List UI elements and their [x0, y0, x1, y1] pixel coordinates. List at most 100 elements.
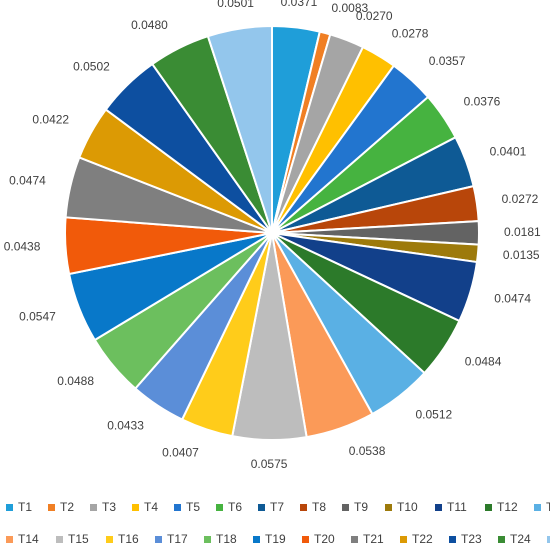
- legend-item-t6: T6: [216, 500, 242, 514]
- legend-label-t6: T6: [228, 500, 242, 514]
- legend-item-t9: T9: [342, 500, 368, 514]
- data-label-t3: 0.0270: [356, 9, 393, 23]
- data-label-t4: 0.0278: [392, 26, 429, 40]
- data-label-t16: 0.0407: [162, 445, 199, 459]
- legend-label-t24: T24: [510, 532, 531, 546]
- legend-item-t18: T18: [204, 532, 237, 546]
- legend-swatch-t4: [132, 504, 139, 511]
- legend-swatch-t25: [547, 536, 550, 543]
- data-label-t21: 0.0474: [9, 173, 46, 187]
- data-label-t15: 0.0575: [251, 457, 288, 471]
- legend-item-t23: T23: [449, 532, 482, 546]
- legend-swatch-t3: [90, 504, 97, 511]
- data-label-t24: 0.0480: [131, 18, 168, 32]
- legend-swatch-t22: [400, 536, 407, 543]
- legend-item-t5: T5: [174, 500, 200, 514]
- data-label-t6: 0.0376: [464, 94, 501, 108]
- legend-label-t9: T9: [354, 500, 368, 514]
- legend-label-t20: T20: [314, 532, 335, 546]
- legend-label-t5: T5: [186, 500, 200, 514]
- pie-slice-t25: [206, 24, 273, 234]
- legend-label-t19: T19: [265, 532, 286, 546]
- legend-item-t13: T13: [534, 500, 550, 514]
- data-label-t18: 0.0488: [57, 374, 94, 388]
- legend-swatch-t21: [351, 536, 358, 543]
- legend: T1 T2 T3 T4 T5 T6 T7 T8 T9 T10 T11 T12 T13 T14 T15 T16 T…: [6, 500, 550, 546]
- legend-item-t16: T16: [106, 532, 139, 546]
- legend-label-t1: T1: [18, 500, 32, 514]
- legend-swatch-t9: [342, 504, 349, 511]
- legend-swatch-t5: [174, 504, 181, 511]
- legend-item-t1: T1: [6, 500, 32, 514]
- legend-label-t18: T18: [216, 532, 237, 546]
- legend-item-t15: T15: [56, 532, 89, 546]
- legend-swatch-t13: [534, 504, 541, 511]
- legend-label-t14: T14: [18, 532, 39, 546]
- legend-swatch-t1: [6, 504, 13, 511]
- legend-label-t21: T21: [363, 532, 384, 546]
- legend-swatch-t2: [48, 504, 55, 511]
- legend-label-t8: T8: [312, 500, 326, 514]
- legend-label-t16: T16: [118, 532, 139, 546]
- data-label-t20: 0.0438: [4, 239, 41, 253]
- legend-item-t4: T4: [132, 500, 158, 514]
- data-label-t7: 0.0401: [490, 145, 527, 159]
- legend-label-t13: T13: [546, 500, 550, 514]
- legend-item-t8: T8: [300, 500, 326, 514]
- legend-item-t2: T2: [48, 500, 74, 514]
- data-label-t22: 0.0422: [32, 113, 69, 127]
- legend-swatch-t12: [485, 504, 492, 511]
- legend-swatch-t17: [155, 536, 162, 543]
- legend-label-t10: T10: [397, 500, 418, 514]
- data-label-t12: 0.0484: [465, 354, 502, 368]
- legend-swatch-t16: [106, 536, 113, 543]
- data-label-t8: 0.0272: [502, 192, 539, 206]
- legend-swatch-t14: [6, 536, 13, 543]
- legend-item-t3: T3: [90, 500, 116, 514]
- legend-swatch-t20: [302, 536, 309, 543]
- legend-item-t20: T20: [302, 532, 335, 546]
- legend-swatch-t15: [56, 536, 63, 543]
- legend-item-t11: T11: [435, 500, 467, 514]
- legend-label-t15: T15: [68, 532, 89, 546]
- data-label-t19: 0.0547: [19, 309, 56, 323]
- data-label-t17: 0.0433: [107, 419, 144, 433]
- data-label-t5: 0.0357: [429, 54, 466, 68]
- legend-label-t4: T4: [144, 500, 158, 514]
- legend-item-t7: T7: [258, 500, 284, 514]
- legend-swatch-t18: [204, 536, 211, 543]
- data-label-t14: 0.0538: [349, 444, 386, 458]
- data-label-t10: 0.0135: [503, 248, 540, 262]
- legend-item-t17: T17: [155, 532, 188, 546]
- legend-item-t22: T22: [400, 532, 433, 546]
- legend-item-t25: T25: [547, 536, 550, 543]
- legend-swatch-t8: [300, 504, 307, 511]
- legend-label-t3: T3: [102, 500, 116, 514]
- legend-swatch-t7: [258, 504, 265, 511]
- data-label-t13: 0.0512: [416, 407, 453, 421]
- data-label-t2: 0.0083: [332, 1, 369, 15]
- legend-swatch-t24: [498, 536, 505, 543]
- legend-swatch-t6: [216, 504, 223, 511]
- legend-label-t22: T22: [412, 532, 433, 546]
- legend-label-t12: T12: [497, 500, 518, 514]
- legend-item-t14: T14: [6, 532, 39, 546]
- legend-item-t19: T19: [253, 532, 286, 546]
- legend-swatch-t10: [385, 504, 392, 511]
- legend-swatch-t11: [435, 504, 442, 511]
- legend-label-t23: T23: [461, 532, 482, 546]
- legend-label-t2: T2: [60, 500, 74, 514]
- legend-item-t12: T12: [485, 500, 518, 514]
- legend-item-t24: T24: [498, 532, 531, 546]
- legend-item-t10: T10: [385, 500, 418, 514]
- legend-label-t7: T7: [270, 500, 284, 514]
- legend-label-t17: T17: [167, 532, 188, 546]
- data-label-t23: 0.0502: [73, 59, 110, 73]
- data-label-t11: 0.0474: [494, 291, 531, 305]
- pie-slices: [64, 24, 480, 441]
- legend-label-t11: T11: [447, 500, 467, 514]
- legend-swatch-t19: [253, 536, 260, 543]
